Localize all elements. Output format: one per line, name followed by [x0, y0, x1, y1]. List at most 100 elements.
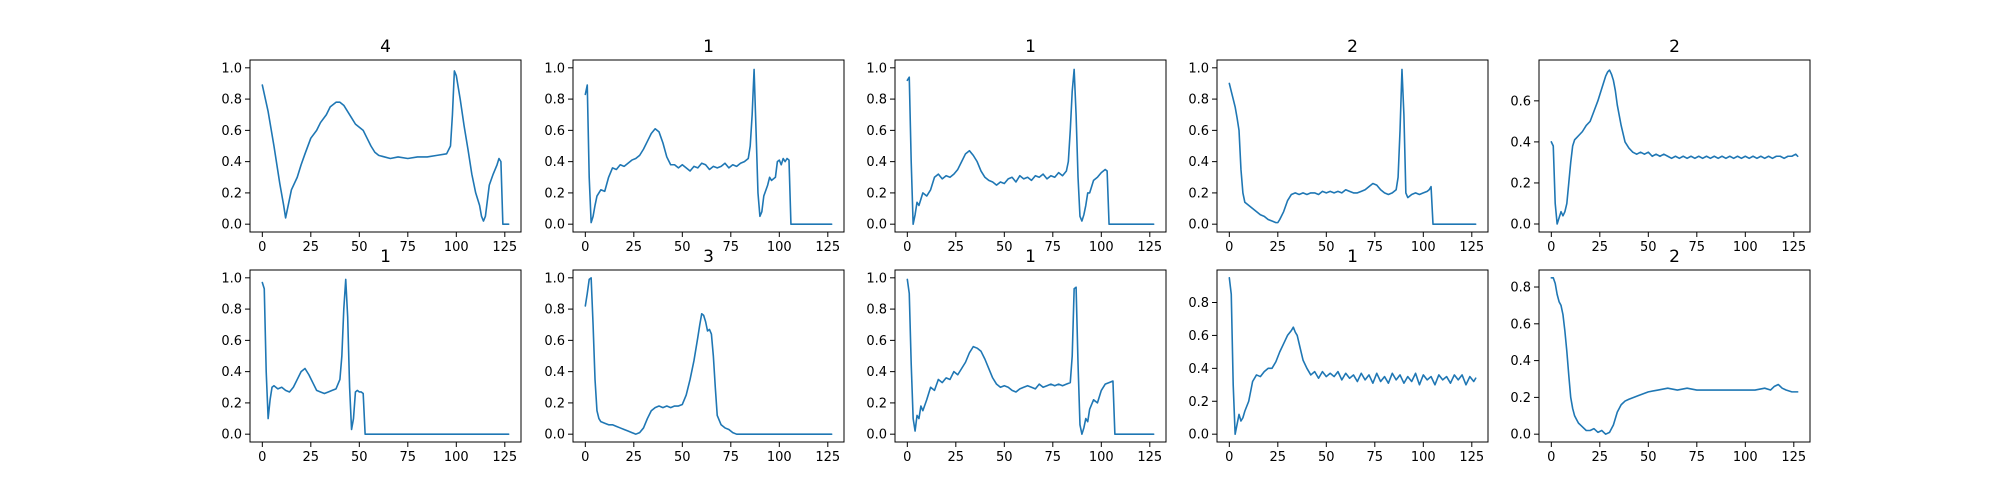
subplot-title: 1	[380, 247, 391, 267]
y-tick-label: 0.4	[544, 365, 565, 380]
y-tick-label: 0.8	[1188, 93, 1209, 108]
subplot-title: 2	[1669, 247, 1680, 267]
y-tick-label: 1.0	[221, 61, 242, 76]
x-tick-label: 125	[1781, 450, 1806, 465]
subplot-title: 1	[703, 37, 714, 57]
x-tick-label: 25	[626, 240, 643, 255]
x-tick-label: 0	[903, 450, 911, 465]
y-tick-label: 0.6	[1510, 94, 1531, 109]
y-tick-label: 0.2	[1510, 391, 1531, 406]
x-tick-label: 75	[1689, 240, 1706, 255]
x-tick-label: 100	[1411, 240, 1436, 255]
x-tick-label: 25	[1270, 450, 1287, 465]
x-tick-label: 125	[492, 450, 517, 465]
series-line	[1550, 277, 1799, 435]
x-tick-label: 0	[903, 240, 911, 255]
x-tick-label: 0	[258, 450, 266, 465]
y-tick-label: 0.0	[866, 218, 887, 233]
subplot-title: 1	[1347, 247, 1358, 267]
x-tick-label: 125	[1781, 240, 1806, 255]
x-tick-label: 125	[1137, 240, 1162, 255]
y-tick-label: 0.4	[1510, 135, 1531, 150]
x-tick-label: 0	[1225, 240, 1233, 255]
y-tick-label: 0.4	[866, 365, 887, 380]
series-line	[906, 68, 1155, 225]
y-tick-label: 0.6	[1188, 329, 1209, 344]
x-tick-label: 125	[492, 240, 517, 255]
subplot-5: 2 0 25 50 75 100 125 0.0 0.2 0.4 0.6	[1510, 37, 1811, 255]
y-tick-label: 1.0	[866, 61, 887, 76]
y-tick-label: 0.4	[1188, 362, 1209, 377]
plot-frame	[249, 269, 522, 443]
y-tick-label: 0.0	[221, 218, 242, 233]
x-tick-label: 0	[1547, 240, 1555, 255]
y-tick-label: 0.0	[866, 428, 887, 443]
subplot-title: 1	[1025, 37, 1036, 57]
x-tick-label: 100	[767, 240, 792, 255]
subplot-3: 1 0 25 50 75 100 125 0.0 0.2 0.4 0.6 0.8 1.0	[866, 37, 1167, 255]
y-tick-label: 0.4	[1188, 155, 1209, 170]
x-tick-label: 100	[1733, 240, 1758, 255]
y-tick-label: 0.4	[544, 155, 565, 170]
y-tick-label: 0.8	[866, 303, 887, 318]
x-tick-label: 75	[1367, 450, 1384, 465]
x-tick-label: 100	[1733, 450, 1758, 465]
y-tick-label: 0.2	[544, 186, 565, 201]
x-tick-label: 0	[581, 240, 589, 255]
y-tick-label: 0.0	[1510, 428, 1531, 443]
y-tick-label: 0.6	[221, 124, 242, 139]
y-tick-label: 0.0	[1188, 428, 1209, 443]
plot-frame	[894, 269, 1167, 443]
x-tick-label: 100	[444, 450, 469, 465]
subplot-10: 2 0 25 50 75 100 125 0.0 0.2 0.4 0.6 0.8	[1510, 247, 1811, 465]
y-tick-label: 0.0	[1188, 218, 1209, 233]
y-tick-label: 0.0	[544, 218, 565, 233]
subplot-7: 3 0 25 50 75 100 125 0.0 0.2 0.4 0.6 0.8 1.0	[544, 247, 845, 465]
y-tick-label: 0.6	[1188, 124, 1209, 139]
y-tick-label: 0.6	[866, 124, 887, 139]
x-tick-label: 0	[1225, 450, 1233, 465]
x-tick-label: 0	[581, 450, 589, 465]
y-tick-label: 0.6	[544, 334, 565, 349]
y-tick-label: 1.0	[544, 61, 565, 76]
x-tick-label: 25	[948, 240, 965, 255]
x-tick-label: 50	[674, 240, 691, 255]
y-tick-label: 0.4	[221, 365, 242, 380]
subplot-9: 1 0 25 50 75 100 125 0.0 0.2 0.4 0.6 0.8	[1188, 247, 1489, 465]
y-tick-label: 0.0	[1510, 217, 1531, 232]
subplot-title: 4	[380, 37, 391, 57]
y-tick-label: 0.2	[866, 396, 887, 411]
y-tick-label: 0.8	[544, 93, 565, 108]
y-tick-label: 0.2	[221, 186, 242, 201]
series-line	[1228, 68, 1477, 225]
y-tick-label: 1.0	[544, 271, 565, 286]
y-tick-label: 1.0	[1188, 61, 1209, 76]
y-tick-label: 0.8	[866, 93, 887, 108]
y-tick-label: 0.8	[1188, 296, 1209, 311]
x-tick-label: 125	[815, 450, 840, 465]
x-tick-label: 100	[1089, 240, 1114, 255]
y-tick-label: 0.8	[1510, 281, 1531, 296]
subplot-title: 2	[1669, 37, 1680, 57]
y-tick-label: 0.8	[221, 93, 242, 108]
y-tick-label: 0.6	[544, 124, 565, 139]
x-tick-label: 25	[303, 240, 320, 255]
x-tick-label: 100	[444, 240, 469, 255]
y-tick-label: 0.6	[1510, 317, 1531, 332]
series-line	[584, 68, 833, 225]
subplot-1: 4 0 25 50 75 100 125 0.0 0.2 0.4 0.6 0.8 1.0	[221, 37, 522, 255]
y-tick-label: 0.4	[866, 155, 887, 170]
x-tick-label: 0	[258, 240, 266, 255]
x-tick-label: 100	[767, 450, 792, 465]
y-tick-label: 0.0	[544, 428, 565, 443]
y-tick-label: 1.0	[866, 271, 887, 286]
x-tick-label: 125	[1459, 450, 1484, 465]
plot-frame	[1216, 269, 1489, 443]
y-tick-label: 0.2	[1188, 186, 1209, 201]
y-tick-label: 0.6	[866, 334, 887, 349]
y-tick-label: 1.0	[221, 271, 242, 286]
x-tick-label: 25	[1270, 240, 1287, 255]
x-tick-label: 75	[723, 450, 740, 465]
x-tick-label: 50	[1640, 450, 1657, 465]
y-tick-label: 0.2	[1510, 176, 1531, 191]
